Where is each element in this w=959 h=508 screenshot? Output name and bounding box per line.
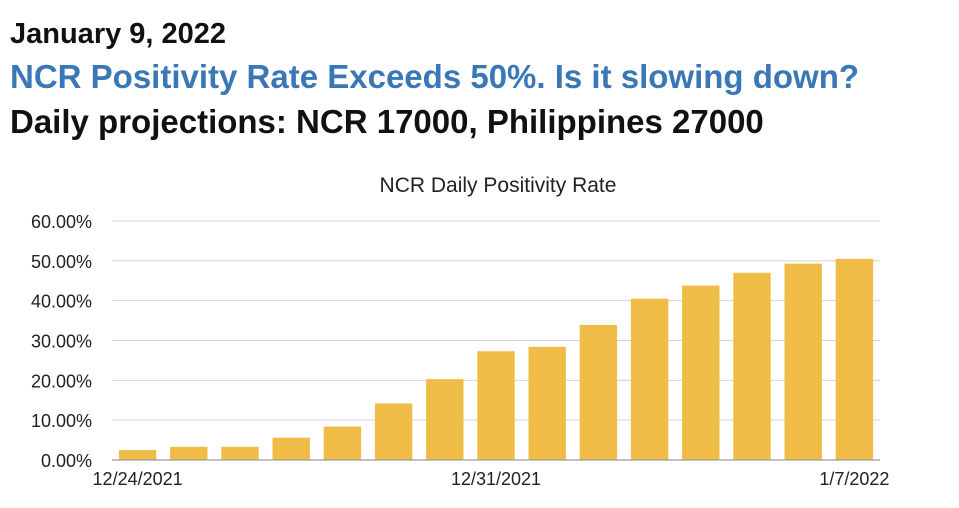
bar [374,403,413,460]
chart-title: NCR Daily Positivity Rate [380,174,617,197]
y-tick-label: 30.00% [31,332,92,352]
bar [118,450,157,460]
bar [733,272,771,460]
bar [221,446,259,460]
y-tick-label: 60.00% [31,212,92,232]
bar [528,346,566,460]
x-tick-label: 1/7/2022 [819,469,889,489]
bar [323,426,362,460]
bar [784,263,822,460]
positivity-rate-chart: NCR Daily Positivity Rate 0.00% 10.00% 20.… [31,174,890,489]
bar [272,437,310,460]
bar [170,446,208,460]
y-tick-label: 0.00% [41,451,92,471]
bar [630,298,669,460]
date-heading: January 9, 2022 [10,18,227,50]
bar [426,379,464,460]
y-axis-tick-labels: 0.00% 10.00% 20.00% 30.00% 40.00% 50.00% 60.00… [31,212,92,471]
subheadline: Daily projections: NCR 17000, Philippine… [10,103,764,140]
y-tick-label: 50.00% [31,252,92,272]
bar [682,285,720,460]
x-axis-tick-labels: 12/24/2021 12/31/2021 1/7/2022 [93,469,890,489]
y-tick-label: 40.00% [31,292,92,312]
bar [579,324,618,460]
y-tick-label: 20.00% [31,371,92,391]
bar [835,258,874,460]
x-tick-label: 12/31/2021 [451,469,541,489]
bar [477,351,515,460]
bars [118,258,874,460]
y-tick-label: 10.00% [31,411,92,431]
x-tick-label: 12/24/2021 [93,469,183,489]
headline: NCR Positivity Rate Exceeds 50%. Is it s… [10,58,860,95]
